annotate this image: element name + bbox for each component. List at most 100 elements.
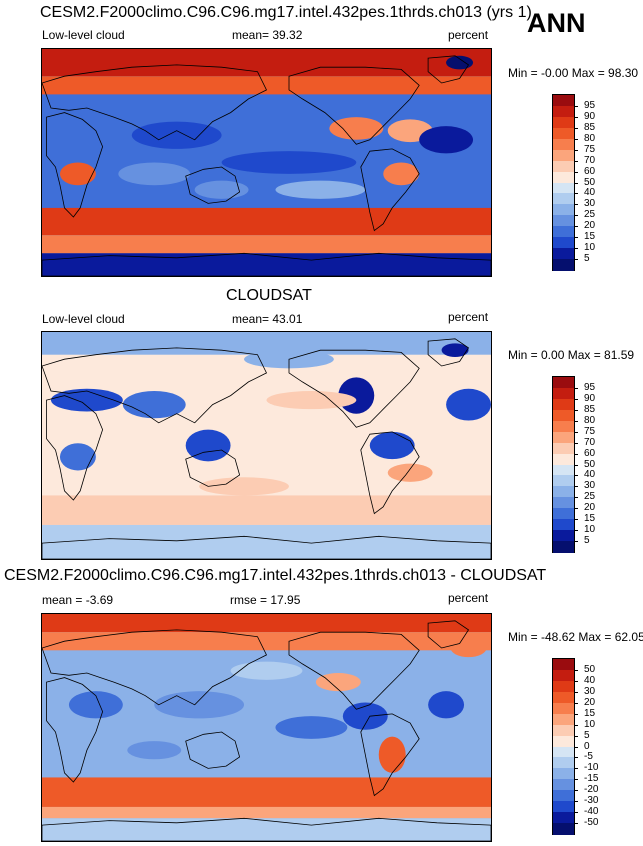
- colorbar-tick-label: 85: [584, 403, 596, 415]
- colorbar-tick-label: 30: [584, 198, 596, 210]
- map-field-patch: [131, 121, 222, 149]
- colorbar-tick-label: -5: [584, 751, 593, 763]
- panel-diff-mean-label: mean = -3.69: [42, 593, 114, 607]
- colorbar-tick-label: -30: [584, 795, 599, 807]
- colorbar-swatch: [553, 801, 574, 813]
- colorbar-swatch: [553, 127, 574, 140]
- map-field-patch: [68, 691, 123, 719]
- colorbar-tick: [574, 160, 578, 162]
- colorbar-tick: [574, 431, 578, 433]
- map-latitude-band: [42, 495, 491, 525]
- colorbar-tick: [574, 757, 578, 759]
- coastline: [185, 731, 241, 769]
- colorbar-tick: [574, 149, 578, 151]
- colorbar-tick: [574, 215, 578, 217]
- colorbar-tick-label: 25: [584, 491, 596, 503]
- colorbar-swatch: [553, 823, 574, 835]
- colorbar-swatch: [553, 702, 574, 715]
- colorbar-tick: [574, 226, 578, 228]
- colorbar-tick: [574, 420, 578, 422]
- colorbar-tick: [574, 127, 578, 129]
- colorbar-tick-label: 60: [584, 165, 596, 177]
- coastline: [46, 112, 104, 218]
- colorbar-swatch: [553, 420, 574, 433]
- colorbar-tick: [574, 669, 578, 671]
- colorbar-swatch: [553, 757, 574, 769]
- colorbar-swatch: [553, 95, 574, 107]
- panel-model-minmax-label: Min = -0.00 Max = 98.30: [508, 66, 639, 80]
- colorbar-swatch: [553, 497, 574, 509]
- map-field-patch: [122, 391, 186, 419]
- coastline: [360, 713, 420, 797]
- colorbar-swatch: [553, 431, 574, 444]
- colorbar-swatch: [553, 204, 574, 216]
- colorbar-tick-label: 50: [584, 458, 596, 470]
- colorbar-tick-label: 90: [584, 392, 596, 404]
- map-field-patch: [154, 691, 245, 719]
- coastline: [185, 166, 241, 204]
- panel-diff-title: CESM2.F2000climo.C96.C96.mg17.intel.432p…: [4, 567, 547, 584]
- map-field-patch: [369, 431, 415, 460]
- map-latitude-band: [42, 777, 491, 807]
- coastline: [42, 347, 268, 424]
- colorbar-tick-label: 75: [584, 143, 596, 155]
- colorbar-tick-label: 80: [584, 132, 596, 144]
- coastline: [427, 620, 470, 649]
- map-field-patch: [378, 736, 406, 773]
- map-field-patch: [59, 443, 96, 471]
- colorbar-swatch: [553, 746, 574, 758]
- panel-model-units-label: percent: [448, 28, 489, 42]
- colorbar-tick-label: 60: [584, 447, 596, 459]
- colorbar-tick: [574, 519, 578, 521]
- colorbar-tick: [574, 193, 578, 195]
- colorbar-tick: [574, 790, 578, 792]
- colorbar-tick: [574, 442, 578, 444]
- colorbar-tick: [574, 812, 578, 814]
- map-latitude-band: [42, 614, 491, 633]
- colorbar-swatch: [553, 409, 574, 422]
- panel-diff-units-label: percent: [448, 591, 489, 605]
- colorbar-tick-label: -15: [584, 773, 599, 785]
- panel-obs-units-label: percent: [448, 310, 489, 324]
- coastline: [288, 66, 420, 145]
- map-field-patch: [315, 673, 361, 692]
- colorbar-tick-label: 90: [584, 110, 596, 122]
- panel-obs-map: [41, 331, 492, 560]
- colorbar-tick: [574, 486, 578, 488]
- coastline: [360, 431, 420, 515]
- colorbar-tick-label: 5: [584, 535, 590, 547]
- map-field-patch: [199, 477, 289, 496]
- colorbar-tick: [574, 541, 578, 543]
- colorbar-tick: [574, 259, 578, 261]
- colorbar-swatch: [553, 691, 574, 704]
- colorbar-swatch: [553, 812, 574, 824]
- colorbar-tick-label: 80: [584, 414, 596, 426]
- colorbar-tick-label: 15: [584, 707, 596, 719]
- panel-model-title: CESM2.F2000climo.C96.C96.mg17.intel.432p…: [40, 4, 532, 21]
- coastline: [42, 629, 268, 706]
- colorbar-swatch: [553, 713, 574, 726]
- colorbar-tick: [574, 508, 578, 510]
- colorbar-swatch: [553, 138, 574, 151]
- map-latitude-band: [42, 632, 491, 651]
- map-field-patch: [428, 691, 465, 719]
- colorbar-tick-label: 15: [584, 513, 596, 525]
- colorbar-swatch: [553, 669, 574, 682]
- map-field-patch: [387, 463, 433, 482]
- colorbar-tick: [574, 713, 578, 715]
- panel-diff-minmax-label: Min = -48.62 Max = 62.05: [508, 630, 643, 644]
- map-field-patch: [194, 180, 249, 199]
- colorbar-tick-label: -10: [584, 762, 599, 774]
- colorbar-tick-label: 95: [584, 99, 596, 111]
- colorbar-tick: [574, 453, 578, 455]
- panel-obs-minmax-label: Min = 0.00 Max = 81.59: [508, 348, 635, 362]
- colorbar-tick: [574, 464, 578, 466]
- colorbar-tick: [574, 735, 578, 737]
- colorbar-tick-label: 0: [584, 740, 590, 752]
- colorbar-tick-label: 30: [584, 480, 596, 492]
- colorbar-tick: [574, 691, 578, 693]
- colorbar-swatch: [553, 259, 574, 271]
- colorbar-tick: [574, 387, 578, 389]
- map-field-patch: [342, 702, 388, 730]
- colorbar-tick-label: 75: [584, 425, 596, 437]
